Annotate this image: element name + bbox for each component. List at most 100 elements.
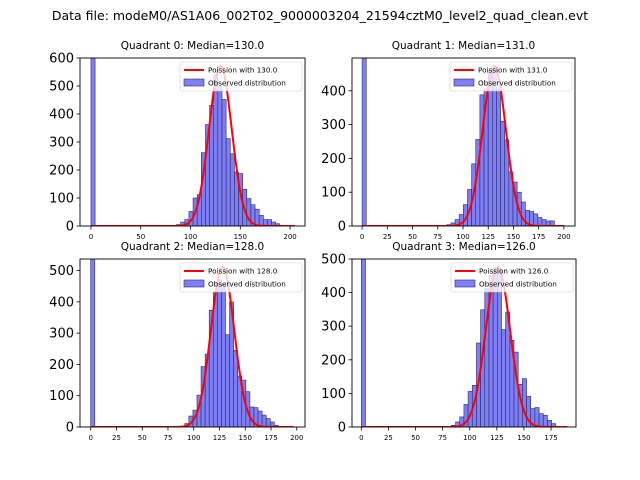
y-tick-label: 100 bbox=[49, 192, 74, 207]
legend: Poission with 126.0 Observed distribution bbox=[450, 262, 574, 293]
legend-poisson-label: Poission with 128.0 bbox=[208, 267, 278, 276]
histogram-bar bbox=[497, 268, 502, 427]
histogram-bar bbox=[537, 217, 543, 226]
histogram-bar bbox=[551, 423, 557, 427]
histogram-bar bbox=[217, 86, 223, 226]
histogram-bar bbox=[221, 99, 227, 226]
x-tick-label: 50 bbox=[411, 434, 420, 442]
x-tick-label: 200 bbox=[290, 434, 303, 442]
histogram-bar bbox=[265, 418, 271, 427]
histogram-bar bbox=[501, 329, 506, 427]
y-tick-label: 200 bbox=[321, 152, 346, 167]
legend: Poission with 128.0 Observed distribution bbox=[179, 262, 303, 293]
legend-poisson-label: Poission with 131.0 bbox=[478, 66, 548, 75]
y-tick-label: 500 bbox=[49, 264, 74, 279]
x-tick-label: 75 bbox=[438, 434, 447, 442]
legend-poisson-label: Poission with 130.0 bbox=[208, 66, 278, 75]
legend-observed-patch-icon bbox=[183, 279, 205, 288]
histogram-bar bbox=[254, 208, 260, 226]
x-tick-label: 150 bbox=[517, 434, 530, 442]
plot-area bbox=[90, 259, 294, 427]
legend-observed-label: Observed distribution bbox=[479, 280, 557, 289]
y-tick-label: 300 bbox=[49, 136, 74, 151]
legend-observed-patch-icon bbox=[454, 279, 476, 288]
subplot-title: Quadrant 1: Median=131.0 bbox=[392, 40, 535, 52]
x-tick-label: 0 bbox=[88, 434, 92, 442]
x-tick-label: 0 bbox=[359, 434, 363, 442]
legend-box bbox=[450, 262, 574, 293]
histogram-bar bbox=[479, 94, 485, 226]
y-tick-label: 500 bbox=[49, 80, 74, 95]
x-tick-label: 150 bbox=[507, 233, 520, 241]
x-tick-label: 125 bbox=[482, 233, 495, 241]
histogram-bar bbox=[261, 414, 267, 427]
y-tick-label: 200 bbox=[321, 353, 346, 368]
legend-observed-label: Observed distribution bbox=[208, 79, 286, 88]
histogram-bar-zero bbox=[90, 259, 96, 427]
legend-observed-patch-icon bbox=[183, 78, 205, 87]
x-tick-label: 25 bbox=[383, 233, 392, 241]
legend-box bbox=[449, 61, 573, 92]
poisson-curve bbox=[361, 266, 568, 427]
x-tick-label: 75 bbox=[164, 434, 173, 442]
y-tick-label: 400 bbox=[49, 108, 74, 123]
histogram-bar bbox=[225, 138, 231, 226]
y-tick-label: 100 bbox=[321, 387, 346, 402]
x-tick-label: 50 bbox=[408, 233, 417, 241]
legend-observed-label: Observed distribution bbox=[208, 280, 286, 289]
y-tick-label: 0 bbox=[66, 421, 74, 436]
subplot-quadrant-0: Quadrant 0: Median=130.00100200300400500… bbox=[49, 40, 306, 241]
legend: Poission with 130.0 Observed distribution bbox=[179, 61, 303, 92]
legend-observed-patch-icon bbox=[453, 78, 475, 87]
x-tick-label: 100 bbox=[187, 434, 200, 442]
histogram-bar bbox=[225, 334, 230, 427]
y-tick-label: 300 bbox=[321, 320, 346, 335]
histogram-bar bbox=[217, 279, 222, 427]
subplot-quadrant-1: Quadrant 1: Median=131.0 0 100 200 300 400 0 25… bbox=[321, 40, 576, 241]
histogram-bar bbox=[533, 213, 539, 226]
subplot-title: Quadrant 3: Median=126.0 bbox=[392, 241, 535, 253]
x-tick-label: 100 bbox=[463, 434, 476, 442]
subplot-quadrant-3: Quadrant 3: Median=126.00100200300400500… bbox=[321, 241, 577, 442]
axes-frame bbox=[79, 258, 306, 428]
y-tick-label: 0 bbox=[338, 421, 346, 436]
histogram-bar bbox=[258, 215, 264, 226]
poisson-curve bbox=[362, 65, 564, 226]
x-tick-label: 125 bbox=[490, 434, 503, 442]
histogram-bar bbox=[542, 414, 548, 427]
histogram-bar bbox=[522, 378, 527, 427]
x-tick-label: 150 bbox=[239, 434, 252, 442]
y-tick-label: 200 bbox=[49, 358, 74, 373]
histogram-bar bbox=[229, 153, 235, 226]
subplot-title: Quadrant 2: Median=128.0 bbox=[121, 241, 264, 253]
histogram-bar bbox=[269, 421, 275, 427]
y-tick-label: 500 bbox=[321, 253, 346, 268]
plot-area bbox=[361, 58, 564, 226]
y-tick-label: 600 bbox=[49, 52, 74, 67]
poisson-curve bbox=[90, 265, 294, 427]
y-tick-label: 0 bbox=[66, 220, 74, 235]
x-tick-label: 200 bbox=[283, 233, 296, 241]
x-tick-label: 25 bbox=[112, 434, 121, 442]
y-tick-label: 400 bbox=[321, 84, 346, 99]
histogram-bar-zero bbox=[361, 259, 366, 427]
x-tick-label: 25 bbox=[384, 434, 393, 442]
x-tick-label: 175 bbox=[544, 434, 557, 442]
subplot-title: Quadrant 0: Median=130.0 bbox=[121, 40, 264, 52]
legend-box bbox=[179, 262, 303, 293]
histogram-bar bbox=[213, 74, 219, 226]
x-tick-label: 50 bbox=[136, 233, 145, 241]
x-tick-label: 125 bbox=[213, 434, 226, 442]
x-tick-label: 150 bbox=[234, 233, 247, 241]
y-tick-label: 400 bbox=[49, 295, 74, 310]
legend-poisson-label: Poission with 126.0 bbox=[479, 267, 549, 276]
histogram-bar bbox=[538, 413, 544, 427]
x-tick-label: 0 bbox=[89, 233, 93, 241]
x-tick-label: 175 bbox=[264, 434, 277, 442]
histogram-bar bbox=[233, 350, 239, 427]
histogram-bar bbox=[221, 284, 226, 427]
axes-frame bbox=[351, 258, 577, 428]
y-tick-label: 300 bbox=[321, 118, 346, 133]
histogram-bar bbox=[534, 407, 540, 427]
